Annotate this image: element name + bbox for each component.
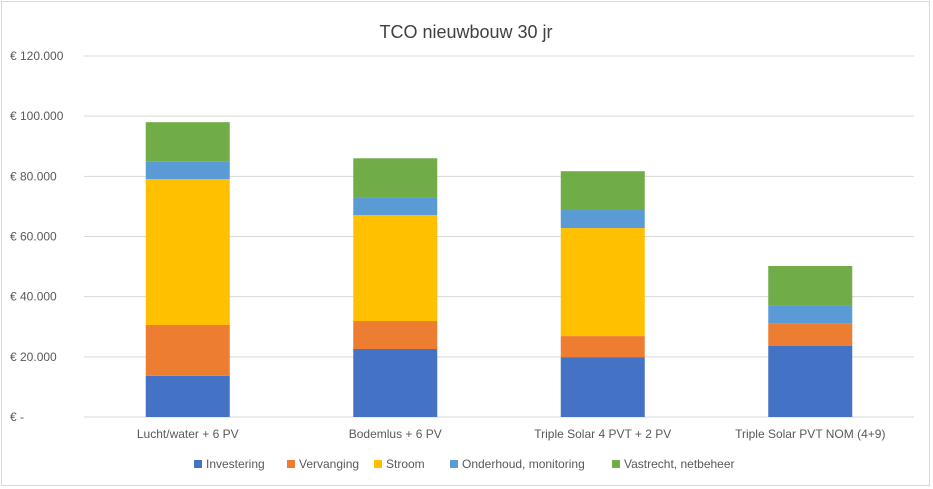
x-tick-label: Triple Solar 4 PVT + 2 PV: [534, 427, 671, 441]
legend-label: Onderhoud, monitoring: [462, 457, 585, 471]
y-tick-label: € 60.000: [10, 230, 57, 244]
bar-segment: [145, 122, 230, 162]
y-tick-label: € 40.000: [10, 290, 57, 304]
y-tick-label: € 20.000: [10, 350, 57, 364]
bar-segment: [145, 375, 230, 417]
x-tick-label: Bodemlus + 6 PV: [349, 427, 442, 441]
bar-segment: [768, 265, 853, 306]
legend-swatch: [194, 460, 202, 468]
chart-title: TCO nieuwbouw 30 jr: [379, 22, 552, 42]
legend-label: Stroom: [386, 457, 425, 471]
bar-segment: [145, 179, 230, 325]
legend-swatch: [612, 460, 620, 468]
bar-segment: [353, 349, 438, 417]
bar-segment: [353, 215, 438, 322]
legend-swatch: [450, 460, 458, 468]
bar-segment: [353, 321, 438, 350]
x-tick-label: Lucht/water + 6 PV: [137, 427, 239, 441]
bar-segment: [353, 158, 438, 198]
y-tick-label: € 80.000: [10, 169, 57, 183]
y-tick-label: € 100.000: [10, 109, 64, 123]
bar-segment: [560, 357, 645, 417]
x-tick-label: Triple Solar PVT NOM (4+9): [735, 427, 885, 441]
legend-label: Investering: [206, 457, 265, 471]
bar-segment: [560, 336, 645, 358]
legend-swatch: [287, 460, 295, 468]
legend-label: Vervanging: [299, 457, 359, 471]
legend-label: Vastrecht, netbeheer: [624, 457, 735, 471]
bar-segment: [145, 161, 230, 180]
bar-segment: [560, 210, 645, 229]
bar-segment: [353, 197, 438, 216]
bar-segment: [145, 324, 230, 376]
bar-segment: [560, 228, 645, 337]
y-tick-label: € 120.000: [10, 49, 64, 63]
bar-segment: [560, 171, 645, 211]
y-tick-label: € -: [10, 410, 24, 424]
bar-segment: [768, 346, 853, 417]
bar-segment: [768, 305, 853, 324]
bar-segment: [768, 323, 853, 347]
legend-swatch: [374, 460, 382, 468]
